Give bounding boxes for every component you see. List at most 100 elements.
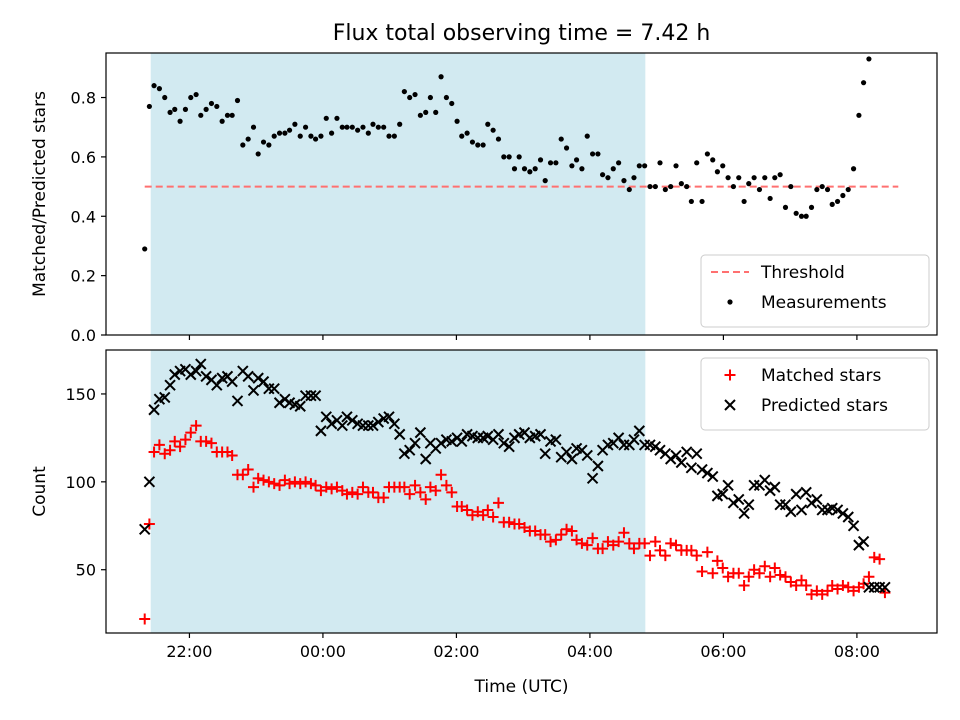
- matched-point: [753, 567, 765, 579]
- matched-point: [769, 562, 781, 574]
- predicted-point: [539, 448, 551, 460]
- data-point: [527, 169, 533, 175]
- data-point: [469, 139, 476, 145]
- matched-point: [759, 560, 771, 572]
- predicted-point: [503, 440, 515, 453]
- data-point: [312, 136, 319, 142]
- predicted-point: [717, 488, 729, 500]
- x-axis-label: Time (UTC): [474, 677, 569, 697]
- matched-point: [644, 550, 656, 562]
- x-tick-label: 04:00: [567, 642, 613, 661]
- predicted-point: [879, 581, 891, 594]
- legend-box: [700, 357, 930, 431]
- legend-box: [700, 254, 930, 328]
- matched-point: [300, 476, 312, 488]
- data-point: [788, 183, 794, 190]
- data-point: [772, 175, 778, 181]
- data-point: [834, 198, 841, 205]
- matched-point: [639, 537, 651, 549]
- predicted-point: [305, 389, 317, 402]
- data-point: [391, 133, 397, 139]
- matched-point: [618, 527, 630, 539]
- data-point: [407, 94, 413, 101]
- y-axis-label: Count: [30, 466, 50, 517]
- data-point: [741, 198, 747, 205]
- matched-point: [822, 585, 834, 597]
- predicted-point: [811, 493, 823, 506]
- predicted-point: [847, 520, 860, 532]
- data-point: [245, 136, 251, 142]
- matched-point: [226, 449, 238, 461]
- predicted-point: [372, 416, 385, 428]
- matched-point: [263, 476, 275, 488]
- predicted-point: [435, 437, 447, 449]
- data-point: [636, 163, 642, 169]
- observing-window-shade: [150, 350, 646, 633]
- data-point: [793, 210, 799, 216]
- data-point: [673, 163, 679, 169]
- data-point: [344, 124, 350, 130]
- matched-point: [685, 544, 697, 556]
- data-point: [360, 124, 366, 130]
- data-point: [167, 109, 173, 115]
- chart-title: Flux total observing time = 7.42 h: [333, 21, 711, 46]
- predicted-point: [231, 395, 244, 407]
- matched-point: [414, 486, 426, 498]
- matched-point: [774, 569, 786, 581]
- matched-point: [179, 434, 191, 446]
- matched-point: [205, 437, 217, 449]
- matched-point: [305, 478, 317, 490]
- predicted-point: [143, 476, 156, 488]
- legend: Threshold Measurements: [700, 254, 930, 328]
- matched-point: [409, 479, 421, 491]
- matched-point: [153, 439, 165, 451]
- matched-point: [378, 492, 390, 504]
- predicted-point: [148, 404, 160, 416]
- y-tick-label: 50: [76, 561, 96, 580]
- predicted-point: [816, 504, 828, 516]
- matched-point: [545, 536, 557, 548]
- data-point: [599, 172, 606, 178]
- predicted-point: [633, 425, 646, 437]
- data-point: [678, 181, 684, 187]
- data-point: [297, 133, 303, 139]
- data-point: [647, 183, 653, 190]
- data-point: [417, 112, 423, 118]
- matched-point: [566, 525, 578, 537]
- data-point: [355, 127, 361, 133]
- data-point: [589, 151, 596, 157]
- data-point: [866, 56, 872, 62]
- data-point: [203, 106, 209, 112]
- axes-frame: [105, 52, 938, 336]
- data-point: [286, 127, 293, 133]
- data-point: [323, 115, 329, 121]
- data-point: [819, 183, 825, 190]
- predicted-point: [169, 368, 181, 381]
- data-point: [736, 175, 742, 181]
- matched-point: [294, 478, 306, 490]
- predicted-point: [388, 418, 401, 430]
- matched-point: [550, 534, 562, 546]
- predicted-point: [398, 448, 411, 460]
- predicted-point: [341, 411, 353, 423]
- legend-marker-swatch: [724, 399, 736, 411]
- predicted-point: [403, 444, 416, 456]
- data-point: [688, 198, 694, 205]
- matched-point: [779, 571, 791, 583]
- data-point: [401, 88, 407, 95]
- matched-point: [310, 479, 322, 491]
- predicted-point: [654, 444, 666, 456]
- data-point: [219, 118, 225, 124]
- predicted-point: [675, 456, 688, 469]
- predicted-point: [336, 419, 348, 432]
- matched-point: [581, 539, 593, 551]
- x-tick-label: 00:00: [300, 642, 346, 661]
- data-point: [725, 175, 731, 181]
- predicted-point: [873, 581, 886, 594]
- data-point: [803, 213, 809, 219]
- matched-point: [200, 435, 212, 447]
- data-point: [605, 175, 611, 181]
- data-point: [146, 103, 152, 110]
- predicted-point: [581, 449, 593, 462]
- count-panel: 22:00 00:00 02:00 04:00 06:00 08:00 50 100 150 Co…: [30, 349, 938, 661]
